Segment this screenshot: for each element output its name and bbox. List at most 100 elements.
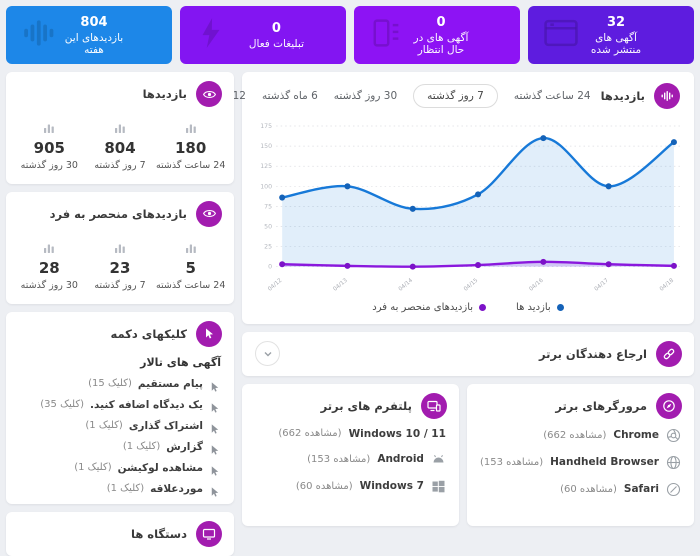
svg-text:25: 25 [264,244,272,251]
unique-24h-label: 24 ساعت گذشته [155,279,226,291]
visits-24h-label: 24 ساعت گذشته [155,159,226,171]
visits-7d-value: 804 [104,139,136,157]
filter-7d[interactable]: 7 روز گذشته [413,84,498,108]
click-item-report: گزارش (1 کلیک) [6,440,234,455]
cursor-click-icon [209,399,221,413]
stat-card-active-ads: 0 تبلیغات فعال [180,6,346,64]
click-item-view-location: مشاهده لوکیشن (1 کلیک) [6,461,234,476]
mini-bars-icon [14,118,85,137]
windows-icon [431,479,446,494]
legend-label-visits: بازدید ها [516,301,551,313]
eye-icon [196,200,222,227]
svg-text:04/16: 04/16 [528,277,545,292]
week-visits-label: بازدیدهای این هفته [64,31,124,56]
chart-title: بازدیدها [600,89,645,103]
svg-text:04/18: 04/18 [659,277,676,292]
browser-views: (153 مشاهده) [479,456,544,468]
referrers-expand-button[interactable] [255,341,280,367]
legend-item-unique-visits[interactable]: بازدیدهای منحصر به فرد [372,301,487,313]
click-item-favorite: موردعلاقه (1 کلیک) [6,483,234,497]
svg-text:175: 175 [260,123,272,130]
unique-24h-value: 5 [185,258,196,277]
visits-30d-value: 905 [33,139,65,157]
browser-row-safari: Safari (60 مشاهده) [467,482,694,497]
legend-item-visits[interactable]: بازدید ها [516,302,564,313]
unique-7d: 23 7 روز گذشته [85,238,156,291]
svg-text:150: 150 [260,143,272,150]
svg-text:04/14: 04/14 [398,277,415,292]
devices-card: دستگاه ها [6,511,234,556]
unique-visits-title: بازدیدهای منحصر به فرد [49,206,187,221]
svg-text:04/15: 04/15 [463,277,480,292]
filter-24h[interactable]: 24 ساعت گذشته [513,90,591,102]
button-clicks-card: کلیکهای دکمه آگهی های تالار پیام مستقیم … [6,311,234,504]
click-count: (1 کلیک) [122,441,161,452]
cursor-click-icon [209,462,221,476]
cursor-click-icon [209,441,221,455]
click-count: (1 کلیک) [85,420,123,431]
platform-views: (153 مشاهده) [307,453,371,465]
equalizer-icon [20,14,58,56]
chart-filters: 24 ساعت گذشته 7 روز گذشته 30 روز گذشته 6… [176,84,591,108]
chart-header: بازدیدها 24 ساعت گذشته 7 روز گذشته 30 رو… [184,76,692,116]
published-ads-label: آگهی های منتشر شده [590,31,642,56]
platform-name: Android [377,453,424,466]
filter-30d[interactable]: 30 روز گذشته [333,90,398,102]
browser-row-chrome: Chrome (662 مشاهده) [467,428,694,443]
top-platforms-card: پلتفرم های برتر Windows 10 / 11 (662 مشا… [242,383,459,526]
cursor-click-icon [209,483,221,497]
clicks-subtitle: آگهی های تالار [140,355,221,369]
ad-list-icon [368,15,404,55]
browser-name: Chrome [613,429,659,442]
visits-chart-card: بازدیدها 24 ساعت گذشته 7 روز گذشته 30 رو… [184,72,694,324]
right-column: بازدیدها 180 24 ساعت گذشته 804 7 روز گذش… [6,72,234,556]
browser-views: (662 مشاهده) [543,429,607,441]
dashboard-page: 32 آگهی های منتشر شده 0 آگهی های در حال … [6,6,694,556]
cursor-icon [196,320,222,347]
cursor-click-icon [209,420,221,434]
safari-icon [666,482,681,497]
button-clicks-title: کلیکهای دکمه [110,326,188,341]
active-ads-value: 0 [271,21,281,37]
left-column: بازدیدها 24 ساعت گذشته 7 روز گذشته 30 رو… [184,72,694,526]
click-item-share: اشتراک گذاری (1 کلیک) [6,420,234,434]
click-label: گزارش [166,440,203,453]
platform-name: Windows 7 [359,480,424,493]
mini-bars-icon [14,238,85,257]
platform-row-windows10: Windows 10 / 11 (662 مشاهده) [242,428,459,440]
mini-bars-icon [155,118,226,137]
referrers-title: ارجاع دهندگان برتر [538,346,647,361]
click-item-direct-message: پیام مستقیم (15 کلیک) [6,378,234,392]
svg-text:50: 50 [264,224,272,231]
platform-name: Windows 10 / 11 [348,427,446,440]
platform-row-windows7: Windows 7 (60 مشاهده) [242,479,459,494]
chevron-down-icon [264,351,271,357]
click-label: یک دیدگاه اضافه کنید. [90,398,203,411]
visits-7d-label: 7 روز گذشته [94,159,146,171]
click-label: مشاهده لوکیشن [117,461,203,474]
chrome-icon [666,428,681,443]
window-icon [542,14,580,56]
click-count: (35 کلیک) [40,399,85,410]
legend-label-unique-visits: بازدیدهای منحصر به فرد [372,301,474,313]
platform-views: (662 مشاهده) [278,428,342,440]
svg-text:100: 100 [260,183,272,190]
pulse-icon [654,83,680,109]
unique-30d-value: 28 [38,258,60,277]
click-count: (1 کلیک) [106,483,145,494]
filter-6m[interactable]: 6 ماه گذشته [261,90,318,102]
svg-text:125: 125 [260,163,272,170]
monitor-icon [196,520,222,547]
mini-bars-icon [155,238,226,257]
stat-card-week-visits: 804 بازدیدهای این هفته [6,6,172,64]
week-visits-value: 804 [80,15,108,31]
android-icon [431,452,446,467]
visits-30d: 905 30 روز گذشته [14,118,85,171]
lightning-icon [194,16,228,54]
bottom-cards-row: مرورگرهای برتر Chrome (662 مشاهده) [242,383,694,526]
browser-name: Safari [623,483,659,496]
top-referrers-card: ارجاع دهندگان برتر [242,331,694,376]
link-icon [656,340,682,367]
compass-icon [656,392,682,419]
visits-24h: 180 24 ساعت گذشته [155,118,226,171]
